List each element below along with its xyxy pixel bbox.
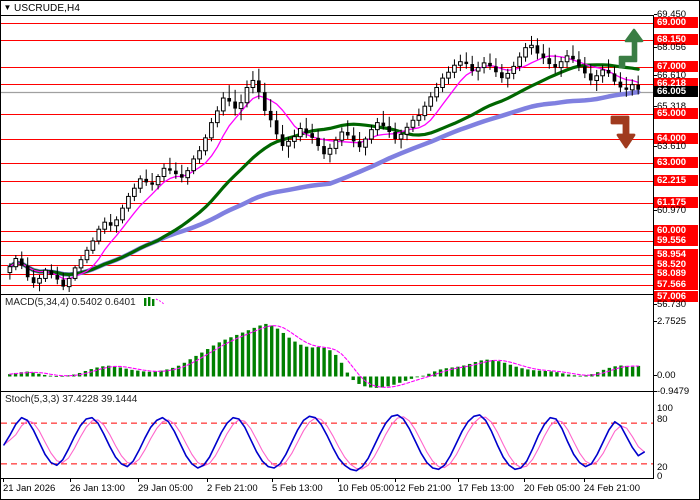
price-tick-label: 58.954 bbox=[654, 249, 698, 260]
symbol-label: USCRUDE,H4 bbox=[14, 2, 81, 14]
price-plot-area[interactable] bbox=[1, 16, 653, 292]
price-tick-mark bbox=[654, 75, 657, 76]
time-tick-mark bbox=[3, 479, 4, 482]
time-tick-mark bbox=[524, 479, 525, 482]
stochastic-chart-svg bbox=[1, 414, 653, 472]
macd-plot-area[interactable] bbox=[1, 295, 653, 390]
price-tick-mark bbox=[654, 14, 657, 15]
time-tick-label: 5 Feb 13:00 bbox=[272, 483, 323, 494]
time-tick-label: 29 Jan 05:00 bbox=[138, 483, 193, 494]
time-tick-label: 20 Feb 05:00 bbox=[524, 483, 580, 494]
macd-tick-mark bbox=[654, 321, 657, 322]
price-tick-label: 65.000 bbox=[654, 108, 698, 119]
price-tick-label: 60.000 bbox=[654, 225, 698, 236]
price-tick-mark bbox=[654, 304, 657, 305]
symbol-bar: ▼ USCRUDE,H4 bbox=[1, 1, 699, 15]
price-tick-mark bbox=[654, 106, 657, 107]
macd-tick-label: 2.7525 bbox=[657, 316, 687, 327]
price-tick-label: 69.450 bbox=[657, 9, 687, 20]
stoch-tick-label: 80 bbox=[657, 414, 668, 425]
price-tick-label: 62.215 bbox=[654, 175, 698, 186]
price-tick-label: 56.730 bbox=[657, 299, 687, 310]
price-tick-label: 61.175 bbox=[654, 197, 698, 208]
price-tick-label: 57.006 bbox=[654, 291, 698, 302]
stoch-tick-label: 100 bbox=[657, 403, 673, 414]
price-tick-label: 63.610 bbox=[657, 141, 687, 152]
time-tick-mark bbox=[70, 479, 71, 482]
time-tick-label: 2 Feb 21:00 bbox=[207, 483, 258, 494]
price-tick-mark bbox=[654, 47, 657, 48]
price-axis-line bbox=[653, 15, 654, 478]
chevron-down-icon[interactable]: ▼ bbox=[3, 3, 12, 12]
time-tick-label: 26 Jan 13:00 bbox=[70, 483, 125, 494]
price-tick-label: 63.000 bbox=[654, 157, 698, 168]
time-tick-mark bbox=[395, 479, 396, 482]
time-axis-line bbox=[1, 478, 654, 479]
price-pane[interactable] bbox=[1, 15, 653, 292]
price-tick-label: 58.520 bbox=[654, 259, 698, 270]
time-tick-mark bbox=[207, 479, 208, 482]
price-tick-label: 67.000 bbox=[654, 61, 698, 72]
price-chart-svg bbox=[1, 23, 653, 292]
price-tick-label: 60.970 bbox=[657, 205, 687, 216]
time-tick-label: 24 Feb 21:00 bbox=[584, 483, 640, 494]
time-tick-mark bbox=[458, 479, 459, 482]
price-tick-mark bbox=[654, 146, 657, 147]
stochastic-pane[interactable]: Stoch(5,3,3) 37.4228 39.1444 bbox=[1, 391, 653, 478]
macd-chart-svg bbox=[8, 323, 641, 388]
stoch-tick-label: 20 bbox=[657, 462, 668, 473]
time-tick-mark bbox=[338, 479, 339, 482]
price-tick-label: 64.000 bbox=[654, 133, 698, 144]
price-tick-label: 66.218 bbox=[654, 78, 698, 89]
macd-tick-mark bbox=[654, 375, 657, 376]
price-tick-label: 68.056 bbox=[657, 42, 687, 53]
price-tick-label: 59.556 bbox=[654, 235, 698, 246]
macd-tick-mark bbox=[654, 391, 657, 392]
time-tick-mark bbox=[138, 479, 139, 482]
time-tick-label: 12 Feb 21:00 bbox=[395, 483, 451, 494]
time-tick-label: 10 Feb 05:00 bbox=[338, 483, 394, 494]
macd-pane[interactable]: MACD(5,34,4) 0.5402 0.6401 bbox=[1, 294, 653, 390]
macd-tick-label: 0.00 bbox=[657, 370, 676, 381]
price-tick-label: 58.089 bbox=[654, 268, 698, 279]
candlestick-series bbox=[7, 35, 641, 292]
price-tick-label: 69.000 bbox=[654, 17, 698, 28]
macd-tick-label: -0.9479 bbox=[657, 386, 690, 397]
price-tick-label: 66.005 bbox=[654, 86, 698, 97]
price-tick-mark bbox=[654, 210, 657, 211]
time-axis[interactable]: 21 Jan 2026 26 Jan 13:00 29 Jan 05:00 2 Feb… bbox=[1, 479, 699, 499]
time-tick-label: 21 Jan 2026 bbox=[3, 483, 56, 494]
time-tick-mark bbox=[272, 479, 273, 482]
price-tick-label: 65.318 bbox=[657, 101, 687, 112]
stoch-tick-label: 0 bbox=[657, 471, 663, 482]
price-scale[interactable]: 69.450 69.000 68.150 68.056 67.000 66.610 66.2… bbox=[654, 1, 699, 499]
time-tick-label: 17 Feb 13:00 bbox=[458, 483, 514, 494]
price-tick-label: 57.566 bbox=[654, 279, 698, 290]
macd-histogram bbox=[8, 323, 641, 388]
price-tick-label: 68.150 bbox=[654, 34, 698, 45]
time-tick-mark bbox=[584, 479, 585, 482]
stochastic-plot-area[interactable] bbox=[1, 392, 653, 478]
price-tick-label: 66.610 bbox=[657, 70, 687, 81]
